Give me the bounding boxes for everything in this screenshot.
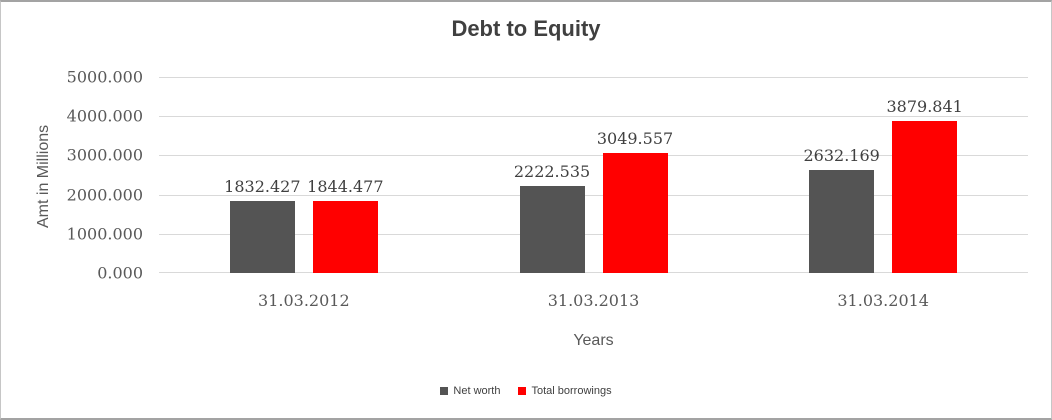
bar-group-31-03-2012: 1832.427 1844.477 xyxy=(159,77,449,273)
gridline xyxy=(159,272,1028,273)
y-axis-tick-labels: 0.000 1000.000 2000.000 3000.000 4000.000 500… xyxy=(1,68,143,283)
y-tick-label: 3000.000 xyxy=(66,145,143,165)
bar-total-borrowings: 3879.841 xyxy=(887,97,963,273)
legend-swatch-icon xyxy=(518,387,527,395)
bar-value-label: 3879.841 xyxy=(886,96,963,116)
gridline xyxy=(159,155,1028,157)
y-tick-label: 0.000 xyxy=(97,263,143,283)
legend: Net worth Total borrowings xyxy=(1,385,1051,397)
x-axis-category-labels: 31.03.2012 31.03.2013 31.03.2014 xyxy=(159,291,1028,310)
bar-value-label: 3049.557 xyxy=(596,129,674,149)
legend-label: Total borrowings xyxy=(531,385,612,397)
x-tick-label: 31.03.2012 xyxy=(258,291,350,310)
legend-item-total-borrowings: Total borrowings xyxy=(518,385,612,397)
y-tick-label: 1000.000 xyxy=(66,224,143,244)
legend-item-net-worth: Net worth xyxy=(440,385,500,397)
x-tick-label: 31.03.2014 xyxy=(837,291,929,310)
bar-value-label: 1832.427 xyxy=(224,177,301,197)
bar-group-31-03-2014: 2632.169 3879.841 xyxy=(738,77,1028,273)
gridline xyxy=(159,116,1028,118)
y-tick-label: 4000.000 xyxy=(66,106,143,126)
y-tick-label: 5000.000 xyxy=(66,67,143,87)
bar-value-label: 1844.477 xyxy=(307,176,384,196)
gridline xyxy=(159,194,1028,196)
bar-value-label: 2222.535 xyxy=(513,161,591,181)
bar-total-borrowings: 3049.557 xyxy=(597,129,673,273)
x-axis-title: Years xyxy=(573,332,614,349)
gridline xyxy=(159,233,1028,235)
legend-label: Net worth xyxy=(453,385,501,397)
chart-title: Debt to Equity xyxy=(451,16,601,41)
bar-net-worth: 1832.427 xyxy=(224,177,301,273)
bar-net-worth: 2632.169 xyxy=(804,146,880,273)
plot-area: 1832.427 1844.477 2222.535 3049.557 2632.169… xyxy=(159,77,1028,273)
y-tick-label: 2000.000 xyxy=(66,185,143,205)
bar-value-label: 2632.169 xyxy=(803,145,880,165)
x-tick-label: 31.03.2013 xyxy=(547,291,640,310)
bar-group-31-03-2013: 2222.535 3049.557 xyxy=(449,77,739,273)
legend-swatch-icon xyxy=(440,387,449,395)
bar-total-borrowings: 1844.477 xyxy=(307,177,384,273)
bar-net-worth: 2222.535 xyxy=(514,162,590,273)
gridline xyxy=(159,77,1028,78)
